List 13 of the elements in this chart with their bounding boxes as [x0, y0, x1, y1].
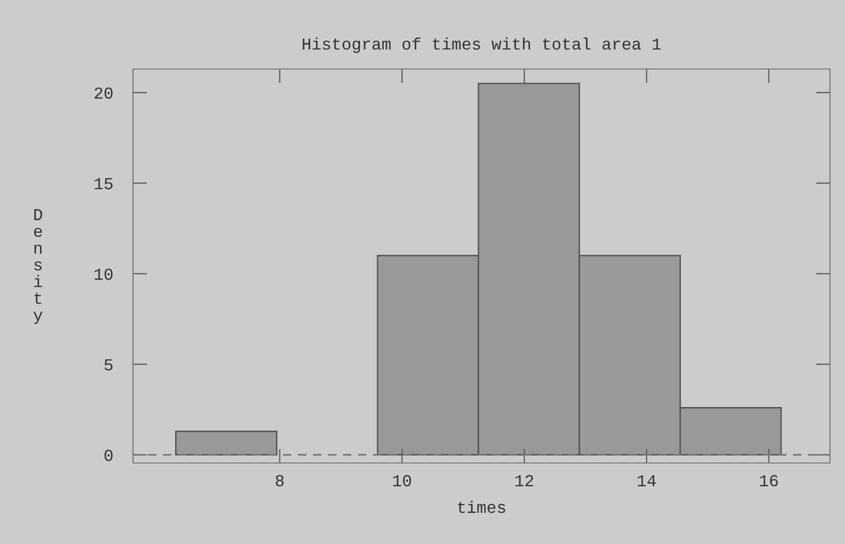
y-axis-title: Density [34, 209, 42, 324]
y-tick-label: 5 [104, 359, 112, 370]
x-tick-label: 10 [393, 475, 411, 486]
x-tick-label: 16 [760, 475, 778, 486]
chart-title: Histogram of times with total area 1 [302, 37, 661, 54]
y-tick-label: 15 [94, 178, 112, 190]
x-axis-title: times [458, 500, 506, 513]
x-tick-label: 12 [516, 475, 534, 486]
y-tick-label: 10 [94, 268, 113, 280]
y-tick-label: 20 [94, 87, 113, 99]
x-tick-label: 14 [638, 475, 656, 486]
x-tick-label: 8 [276, 475, 284, 486]
y-tick-label: 0 [104, 450, 113, 462]
